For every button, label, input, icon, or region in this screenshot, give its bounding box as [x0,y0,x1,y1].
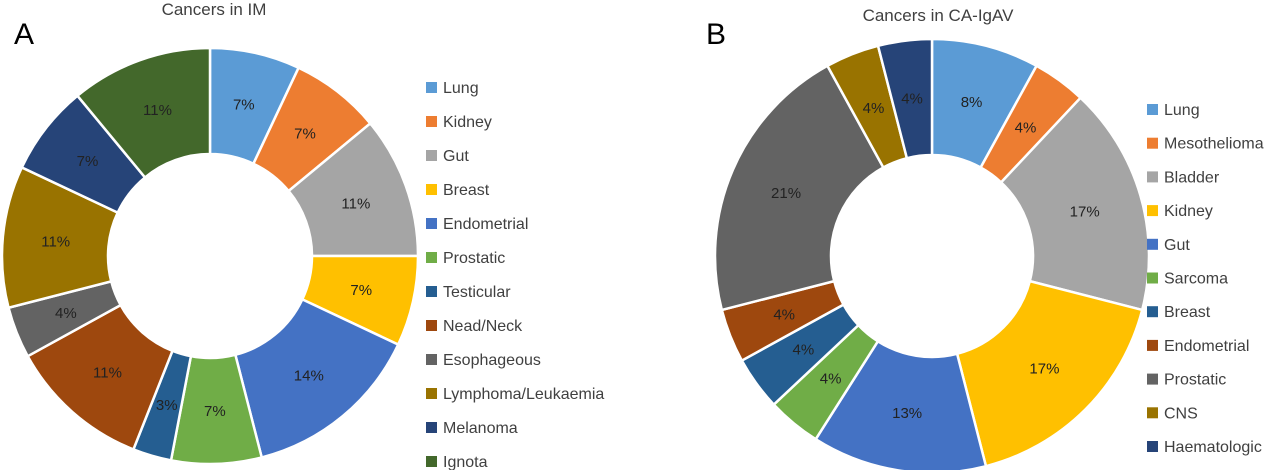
legend-swatch-breast [1147,306,1158,318]
legend-swatch-endometrial [1147,339,1158,351]
legend-b: Lung Mesothelioma Bladder Kidney Gut Sarcoma B… [1147,102,1264,456]
data-label-nead-neck: 11% [93,364,122,381]
data-label-lung: 7% [233,97,255,114]
legend-swatch-gut [1147,238,1158,250]
donut-slices-b [713,37,1151,470]
data-label-esophageous: 4% [55,305,77,322]
data-label-breast: 7% [350,282,372,299]
legend-label-prostatic: Prostatic [443,250,505,267]
legend-swatch-lung [426,82,437,93]
data-label-breast: 4% [793,341,815,358]
legend-swatch-mesothelioma [1147,137,1158,149]
data-label-prostatic: 7% [204,403,226,420]
legend-label-gut: Gut [443,148,469,165]
data-label-kidney: 17% [1029,360,1059,377]
legend-label-bladder: Bladder [1164,169,1220,186]
slice-endometrial [233,297,400,459]
slice-kidney [955,279,1144,468]
data-labels-b: 8% 4% 17% 17% 13% 4% 4% 4% 21% 4% 4% [771,90,1100,422]
legend-swatch-lung [1147,104,1158,115]
data-label-melanoma: 7% [77,153,99,170]
chart-title-a: Cancers in IM [162,0,267,19]
data-label-ignota: 11% [143,102,172,119]
chart-title-b: Cancers in CA-IgAV [863,6,1015,25]
legend-label-lung: Lung [443,80,479,97]
legend-swatch-bladder [1147,171,1158,183]
legend-swatch-esophageous [426,354,437,365]
data-label-sarcoma: 4% [820,371,842,388]
data-label-gut: 13% [892,405,922,422]
legend-swatch-nead-neck [426,320,437,331]
legend-swatch-cns [1147,407,1158,419]
chart-panel-a: A Cancers in IM 7% 7% 11% 7% 14% 7% 3% 11% 4% 11%… [0,0,604,470]
slice-ignota [75,46,212,180]
legend-label-kidney: Kidney [1164,203,1213,220]
legend-swatch-prostatic [426,252,437,263]
legend-swatch-kidney [1147,205,1158,217]
legend-swatch-sarcoma [1147,272,1158,284]
legend-swatch-prostatic [1147,373,1158,385]
data-label-bladder: 17% [1070,204,1100,221]
data-labels-a: 7% 7% 11% 7% 14% 7% 3% 11% 4% 11% 7% 11% [41,97,372,420]
legend-label-esophageous: Esophageous [443,352,541,369]
legend-swatch-lymphoma-leukaemia [426,388,437,399]
panel-letter-b: B [706,18,726,51]
data-label-haematologic: 4% [901,90,923,107]
slice-haematologic [876,37,934,160]
data-label-kidney: 7% [294,126,316,143]
legend-label-testicular: Testicular [443,284,511,301]
legend-label-endometrial: Endometrial [443,216,528,233]
data-label-prostatic: 21% [771,185,801,202]
legend-swatch-ignota [426,456,437,467]
data-label-mesothelioma: 4% [1015,119,1037,136]
chart-panel-b: B Cancers in CA-IgAV 8% 4% 17% 17% 13% 4% 4% 4%… [706,6,1264,470]
legend-label-ignota: Ignota [443,454,488,470]
legend-label-melanoma: Melanoma [443,420,518,437]
legend-swatch-breast [426,184,437,195]
legend-label-prostatic: Prostatic [1164,372,1226,389]
data-label-cns: 4% [863,100,885,117]
legend-label-breast: Breast [1164,304,1211,321]
data-label-testicular: 3% [156,397,178,414]
legend-label-sarcoma: Sarcoma [1164,271,1228,288]
legend-label-lung: Lung [1164,102,1200,119]
slice-bladder [999,96,1151,312]
legend-label-kidney: Kidney [443,114,492,131]
legend-a: Lung Kidney Gut Breast Endometrial Prostatic T… [426,80,604,470]
data-label-endometrial: 4% [773,307,795,324]
legend-label-nead-neck: Nead/Neck [443,318,523,335]
legend-label-lymphoma-leukaemia: Lymphoma/Leukaemia [443,386,604,403]
data-label-gut: 11% [341,195,370,212]
legend-label-breast: Breast [443,182,490,199]
legend-label-mesothelioma: Mesothelioma [1164,136,1264,153]
legend-swatch-endometrial [426,218,437,229]
data-label-lung: 8% [961,94,983,111]
data-label-endometrial: 14% [294,367,324,384]
slice-prostatic [713,64,886,312]
panel-letter-a: A [14,18,34,51]
legend-swatch-testicular [426,286,437,297]
donut-slices-a [0,46,420,466]
legend-swatch-gut [426,150,437,161]
legend-label-haematologic: Haematologic [1164,439,1262,456]
data-label-lymphoma-leukaemia: 11% [41,233,70,250]
legend-label-gut: Gut [1164,237,1190,254]
legend-swatch-melanoma [426,422,437,433]
legend-swatch-kidney [426,116,437,127]
legend-swatch-haematologic [1147,441,1158,452]
legend-label-cns: CNS [1164,405,1198,422]
legend-label-endometrial: Endometrial [1164,338,1249,355]
